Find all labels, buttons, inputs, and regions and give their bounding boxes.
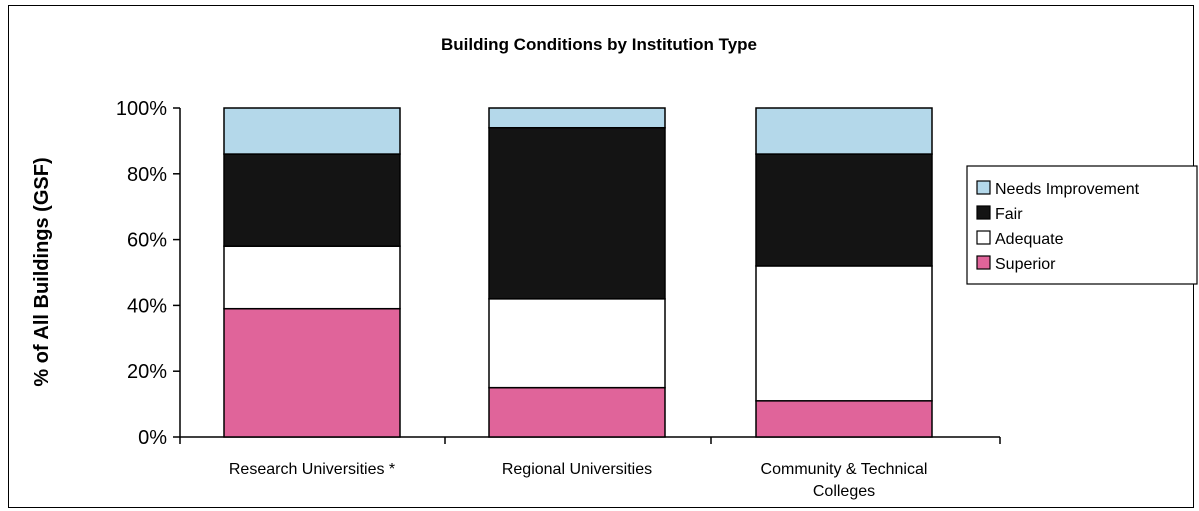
bar-needs-improvement <box>488 107 666 129</box>
legend-swatch <box>976 230 991 245</box>
plot-area: 0% 20% 40% 60% 80% 100% Research Universities … <box>116 98 1001 500</box>
x-category-label: Research Universities * <box>229 461 395 478</box>
bar-needs-improvement <box>755 107 933 155</box>
legend-label: Superior <box>995 256 1056 273</box>
legend-label: Needs Improvement <box>995 181 1140 198</box>
legend: Needs Improvement Fair Adequate Superior <box>966 165 1198 285</box>
legend-swatch <box>976 205 991 220</box>
legend-label: Adequate <box>995 231 1064 248</box>
legend-swatch <box>976 180 991 195</box>
y-tick-label: 40% <box>127 295 167 317</box>
bar-fair <box>488 126 666 300</box>
bar-superior <box>223 307 401 438</box>
bar-fair <box>755 153 933 267</box>
legend-label: Fair <box>995 206 1023 223</box>
y-tick-label: 80% <box>127 164 167 186</box>
bar-adequate <box>755 265 933 402</box>
bar-superior <box>755 400 933 438</box>
bar-needs-improvement <box>223 107 401 155</box>
x-category-label: Community & Technical Colleges <box>761 461 928 500</box>
y-tick-label: 60% <box>127 230 167 252</box>
y-axis-label: % of All Buildings (GSF) <box>31 157 53 386</box>
x-category-label: Regional Universities <box>502 461 652 478</box>
legend-swatch <box>976 255 991 270</box>
chart-title: Building Conditions by Institution Type <box>441 35 757 54</box>
y-tick-label: 20% <box>127 361 167 383</box>
y-tick-label: 0% <box>138 427 167 449</box>
y-tick-label: 100% <box>116 98 167 120</box>
bar-adequate <box>488 298 666 389</box>
bar-superior <box>488 386 666 438</box>
bar-adequate <box>223 245 401 310</box>
legend-box <box>966 165 1198 285</box>
bar-fair <box>223 153 401 247</box>
